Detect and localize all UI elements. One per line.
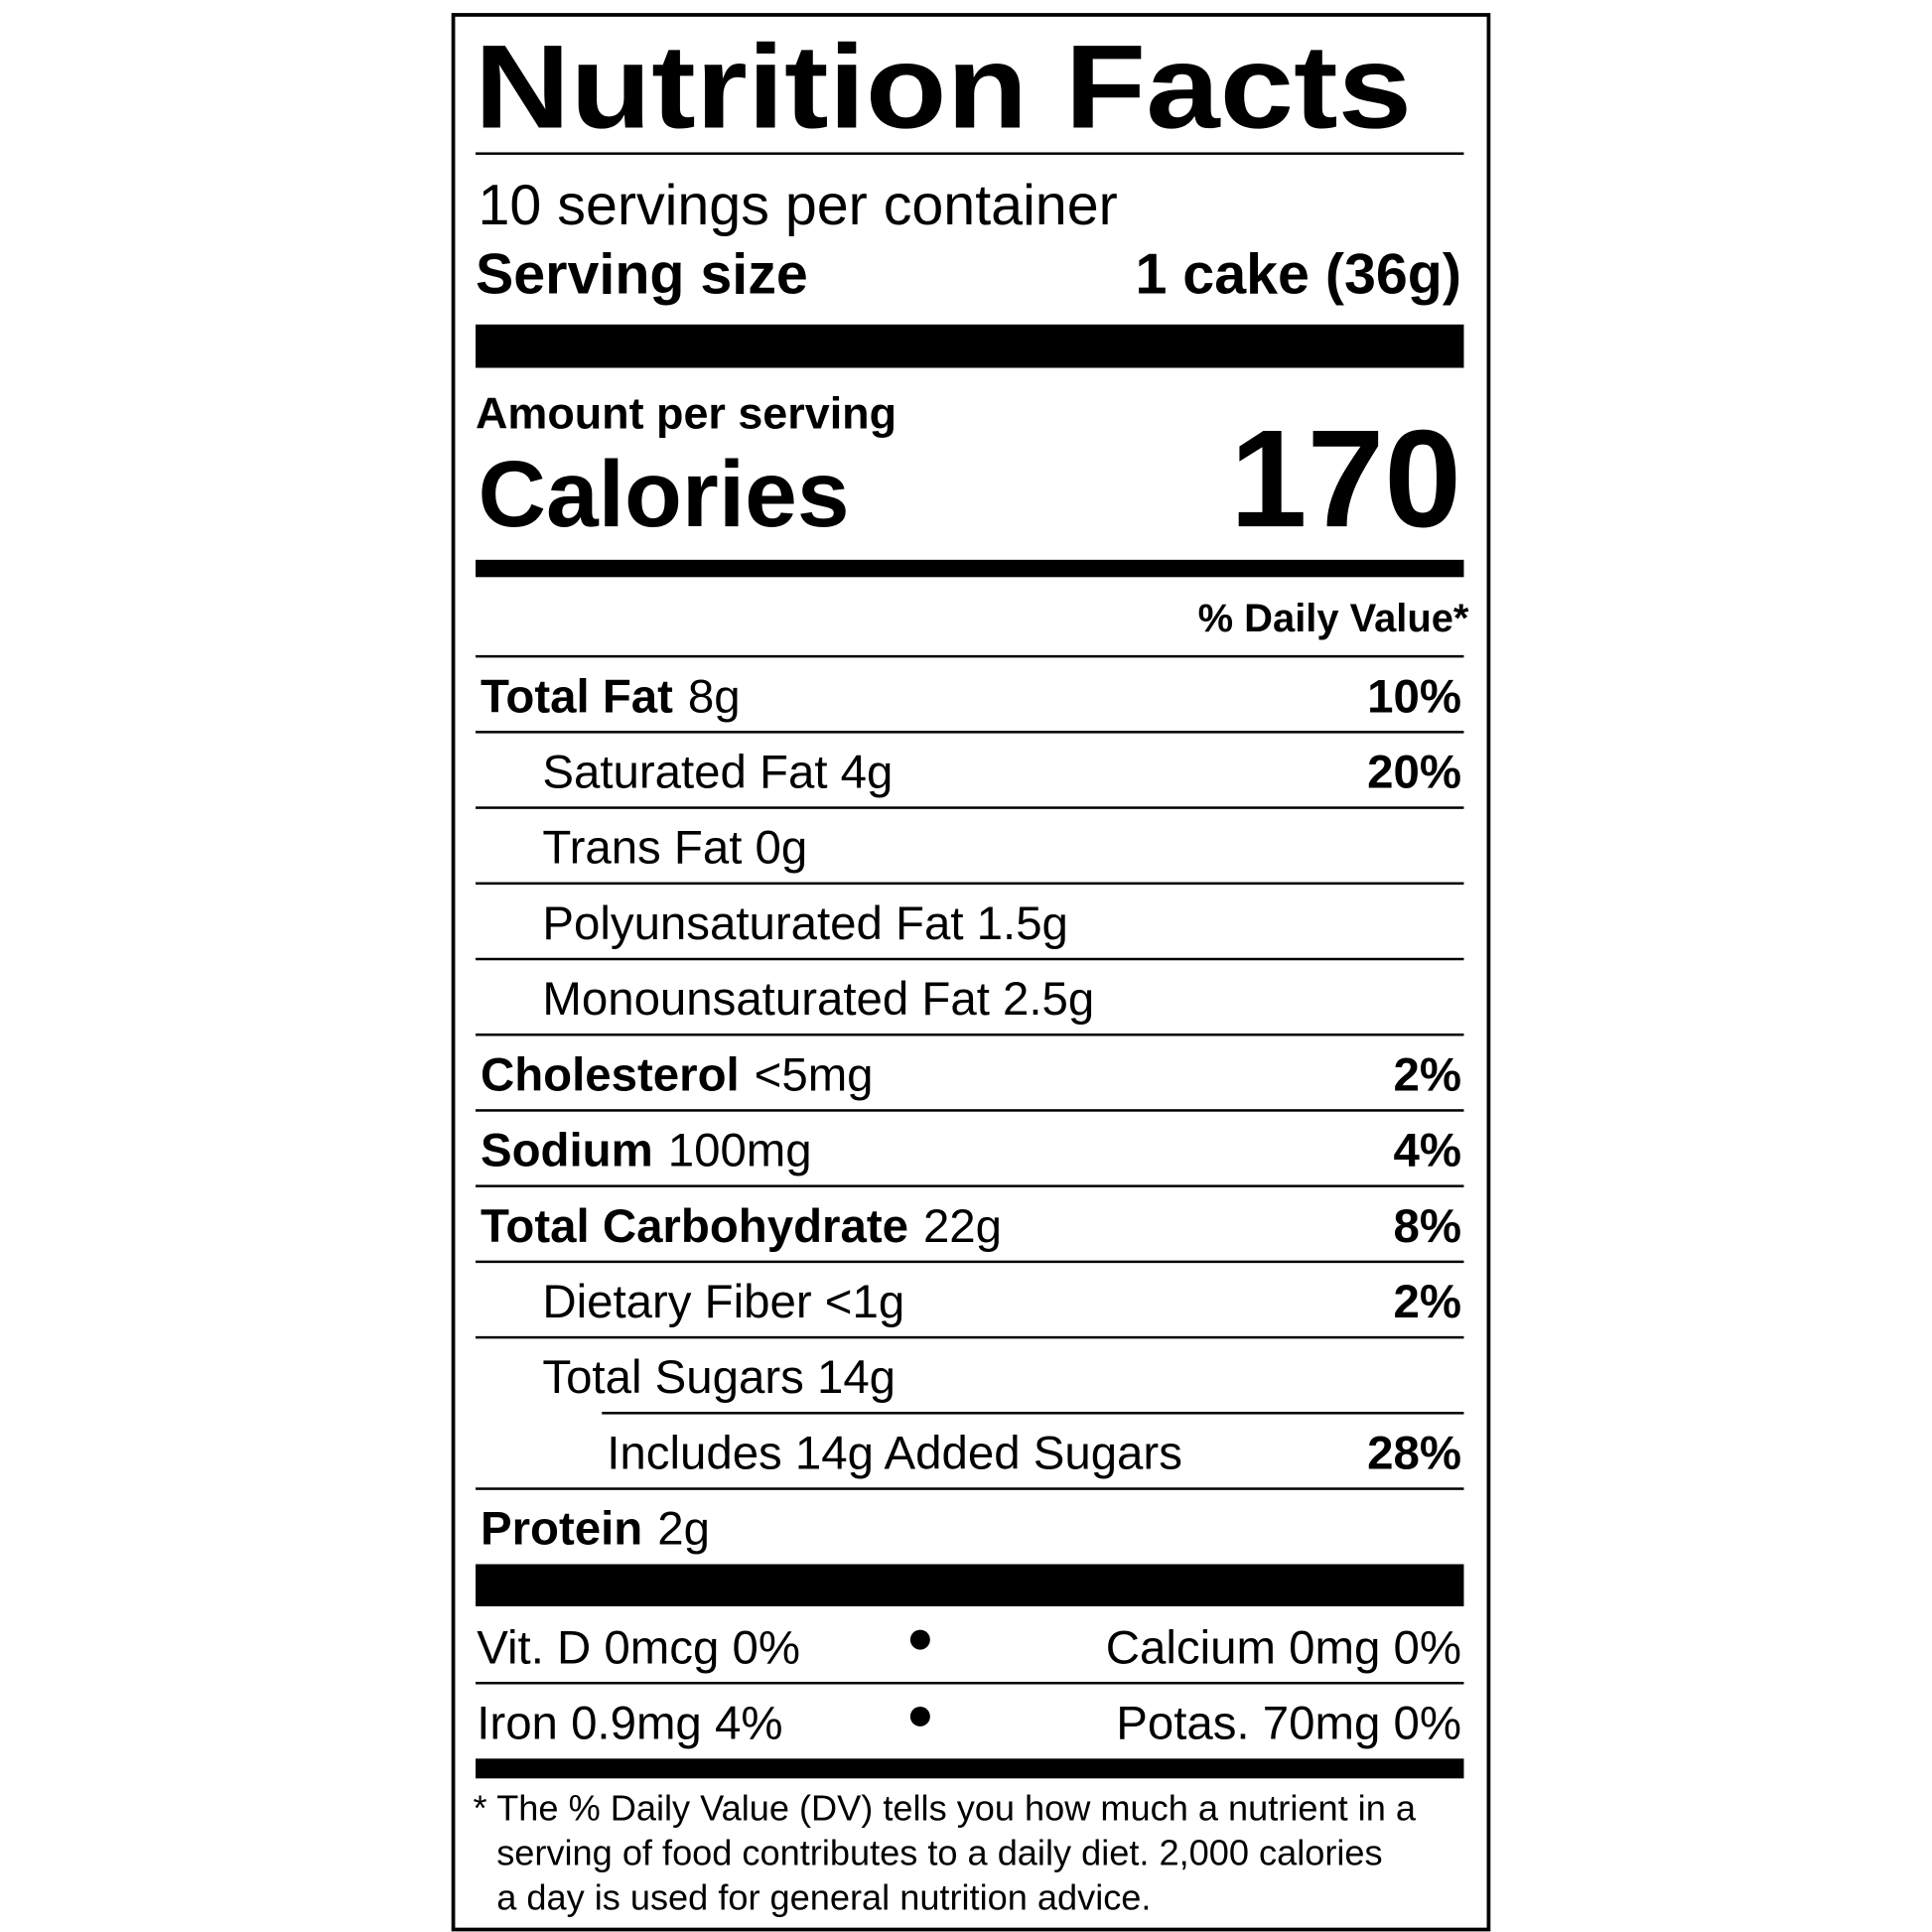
nutrient-label: Protein 2g [481, 1503, 710, 1556]
nutrient-amount: 100mg [668, 1125, 812, 1177]
rule [476, 957, 1464, 961]
rule [476, 882, 1464, 886]
nutrient-label: Total Fat 8g [481, 670, 741, 723]
nutrient-name: Trans Fat 0g [542, 822, 807, 875]
daily-value: 28% [1367, 1427, 1461, 1479]
rule [602, 1412, 1464, 1415]
nutrient-name: Saturated Fat 4g [542, 746, 893, 798]
vitamin: Potas. 70mg 0% [1116, 1697, 1461, 1749]
nutrient-label: Includes 14g Added Sugars [607, 1427, 1182, 1479]
calories-value: 170 [1230, 401, 1461, 556]
vitamin: Iron 0.9mg 4% [477, 1697, 782, 1749]
thick-bar [476, 1564, 1464, 1606]
nutrient-name: Monounsaturated Fat 2.5g [542, 973, 1094, 1026]
nutrient-label: Total Carbohydrate 22g [481, 1200, 1002, 1253]
nutrient-amount: 8g [688, 670, 741, 723]
rule [476, 1109, 1464, 1112]
daily-value: 2% [1393, 1276, 1461, 1328]
nutrient-label: Monounsaturated Fat 2.5g [542, 973, 1094, 1026]
amount-per-serving: Amount per serving [476, 388, 897, 439]
daily-value-header: % Daily Value* [1198, 597, 1469, 640]
nutrient-label: Cholesterol <5mg [481, 1048, 874, 1101]
bullet [909, 1629, 930, 1650]
footnote-line: The % Daily Value (DV) tells you how muc… [496, 1788, 1417, 1829]
nutrient-label: Dietary Fiber <1g [542, 1276, 904, 1328]
footnote-line: a day is used for general nutrition advi… [496, 1877, 1151, 1918]
footnote-marker: * [474, 1788, 487, 1829]
nutrient-name: Total Fat [481, 670, 673, 723]
title: Nutrition Facts [475, 21, 1412, 153]
nutrient-name: Dietary Fiber <1g [542, 1276, 904, 1328]
calories-label: Calories [479, 442, 850, 547]
nutrient-rows: Total Fat 8g 10% Saturated Fat 4g 20% Trans F… [476, 670, 1464, 1556]
nutrient-name: Protein [481, 1503, 642, 1556]
rule [476, 152, 1464, 155]
thick-bar [476, 324, 1464, 368]
rule [476, 1033, 1464, 1036]
footnote-line: serving of food contributes to a daily d… [496, 1833, 1382, 1873]
nutrient-name: Polyunsaturated Fat 1.5g [542, 897, 1068, 950]
nutrient-name: Includes 14g Added Sugars [607, 1427, 1182, 1479]
nutrient-amount: 2g [657, 1503, 710, 1556]
daily-value: 4% [1393, 1125, 1461, 1177]
nutrient-name: Total Sugars 14g [542, 1351, 896, 1404]
nutrient-name: Sodium [481, 1125, 653, 1177]
vitamin: Vit. D 0mcg 0% [477, 1621, 800, 1674]
rule [476, 1184, 1464, 1187]
bullet [909, 1706, 930, 1726]
thick-bar [476, 1758, 1464, 1779]
rule [476, 1260, 1464, 1264]
nutrient-amount: 22g [923, 1200, 1002, 1253]
nutrient-amount: <5mg [755, 1048, 874, 1101]
nutrient-label: Trans Fat 0g [542, 822, 807, 875]
daily-value: 10% [1367, 670, 1461, 723]
rule [476, 654, 1464, 658]
daily-value: 8% [1393, 1200, 1461, 1253]
daily-value: 2% [1393, 1048, 1461, 1101]
rule [476, 731, 1464, 734]
serving-size-label: Serving size [476, 243, 808, 307]
rule [476, 1487, 1464, 1490]
nutrient-label: Saturated Fat 4g [542, 746, 893, 798]
rule [476, 1682, 1464, 1685]
nutrient-name: Total Carbohydrate [481, 1200, 908, 1253]
vitamin: Calcium 0mg 0% [1106, 1621, 1461, 1674]
medium-bar [476, 559, 1464, 578]
rule [476, 1335, 1464, 1339]
daily-value: 20% [1367, 746, 1461, 798]
nutrient-label: Sodium 100mg [481, 1125, 812, 1177]
servings: 10 servings per container [479, 174, 1118, 237]
nutrient-label: Total Sugars 14g [542, 1351, 896, 1404]
rule [476, 806, 1464, 809]
nutrient-name: Cholesterol [481, 1048, 740, 1101]
nutrient-label: Polyunsaturated Fat 1.5g [542, 897, 1068, 950]
serving-size: 1 cake (36g) [1135, 243, 1461, 307]
